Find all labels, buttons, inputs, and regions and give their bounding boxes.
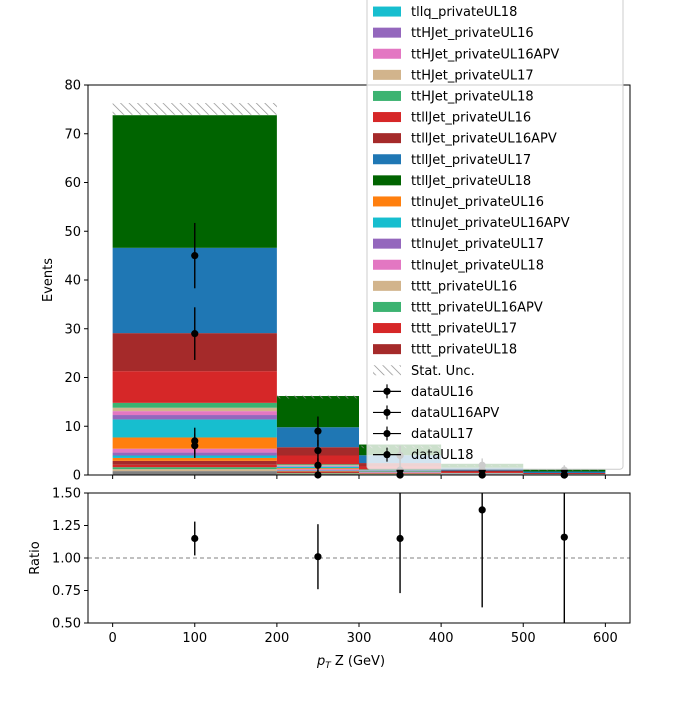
legend-label-0: tllq_privateUL18	[411, 5, 517, 20]
stack-bar-tttt-privateUL16APV-bin-0	[113, 467, 277, 469]
stack-bar-ttHJet-privateUL17-bin-0	[113, 408, 277, 411]
stack-bar-tttt-privateUL17-bin-0	[113, 465, 277, 467]
stack-bar-ttHJet-privateUL16APV-bin-0	[113, 411, 277, 415]
legend-label-7: ttllJet_privateUL17	[411, 153, 531, 168]
legend-label-2: ttHJet_privateUL16APV	[411, 47, 559, 62]
legend-marker-18	[383, 388, 390, 395]
legend-label-16: tttt_privateUL18	[411, 343, 517, 358]
legend-label-4: ttHJet_privateUL18	[411, 89, 534, 104]
ratio-ytick-label-2: 1.00	[52, 552, 81, 567]
ratio-point-0	[191, 535, 198, 542]
legend-swatch-8	[373, 175, 401, 185]
main-ytick-label-1: 10	[64, 420, 81, 435]
dataUL17-point-0	[191, 330, 198, 337]
stack-bar-ttllJet-privateUL16-bin-0	[113, 371, 277, 403]
ratio-xtick-label-2: 200	[264, 631, 289, 646]
ratio-xtick-label-4: 400	[429, 631, 454, 646]
legend-label-8: ttllJet_privateUL18	[411, 174, 531, 189]
ratio-point-3	[479, 506, 486, 513]
main-ytick-label-0: 0	[73, 469, 81, 484]
legend-swatch-13	[373, 281, 401, 291]
legend-label-1: ttHJet_privateUL16	[411, 26, 534, 41]
legend: tllq_privateUL18 ttHJet_privateUL16 ttHJet…	[367, 0, 623, 469]
legend-marker-21	[383, 451, 390, 458]
ratio-ytick-label-3: 1.25	[52, 519, 81, 534]
ratio-axes-frame	[88, 493, 630, 623]
legend-label-6: ttllJet_privateUL16APV	[411, 132, 557, 147]
ratio-ytick-label-4: 1.50	[52, 487, 81, 502]
legend-swatch-11	[373, 239, 401, 249]
ratio-xtick-label-3: 300	[347, 631, 372, 646]
stack-bar-tttt-privateUL18-bin-0	[113, 461, 277, 465]
legend-swatch-9	[373, 196, 401, 206]
main-ytick-label-6: 60	[64, 176, 81, 191]
legend-label-13: tttt_privateUL16	[411, 279, 517, 294]
legend-label-5: ttllJet_privateUL16	[411, 111, 531, 126]
stat-unc-band-bin-0	[113, 103, 277, 115]
legend-label-14: tttt_privateUL16APV	[411, 300, 543, 315]
legend-label-12: ttlnuJet_privateUL18	[411, 258, 544, 273]
main-ytick-label-7: 70	[64, 127, 81, 142]
legend-label-15: tttt_privateUL17	[411, 322, 517, 337]
legend-swatch-10	[373, 218, 401, 228]
stack-bar-other-backgrounds-unlabeled-below-legend--bin-0	[113, 471, 277, 475]
legend-swatch-1	[373, 28, 401, 38]
legend-marker-19	[383, 409, 390, 416]
legend-label-19: dataUL16APV	[411, 406, 499, 421]
legend-swatch-3	[373, 70, 401, 80]
legend-swatch-5	[373, 112, 401, 122]
stack-bar-ttHJet-privateUL16-bin-0	[113, 415, 277, 419]
dataUL18-point-1	[314, 428, 321, 435]
ratio-xtick-label-6: 600	[593, 631, 618, 646]
dataUL16APV-point-0	[191, 437, 198, 444]
legend-swatch-7	[373, 154, 401, 164]
legend-swatch-4	[373, 91, 401, 101]
legend-swatch-0	[373, 7, 401, 17]
legend-swatch-17	[373, 365, 401, 375]
legend-label-20: dataUL17	[411, 427, 474, 442]
ratio-ylabel: Ratio	[28, 541, 43, 574]
legend-label-10: ttlnuJet_privateUL16APV	[411, 216, 570, 231]
main-ylabel: Events	[41, 258, 56, 302]
legend-marker-20	[383, 430, 390, 437]
legend-swatch-14	[373, 302, 401, 312]
legend-swatch-6	[373, 133, 401, 143]
main-ytick-label-2: 20	[64, 371, 81, 386]
legend-swatch-15	[373, 323, 401, 333]
dataUL17-point-1	[314, 447, 321, 454]
ratio-point-2	[396, 535, 403, 542]
ratio-xtick-label-0: 0	[108, 631, 116, 646]
main-ytick-label-4: 40	[64, 274, 81, 289]
stat-unc-band-bin-1	[277, 396, 359, 399]
legend-label-9: ttlnuJet_privateUL16	[411, 195, 544, 210]
legend-label-3: ttHJet_privateUL17	[411, 68, 534, 83]
legend-label-11: ttlnuJet_privateUL17	[411, 237, 544, 252]
stack-bar-ttlnuJet-privateUL16-bin-0	[113, 458, 277, 461]
ratio-xtick-label-1: 100	[182, 631, 207, 646]
ratio-point-4	[561, 534, 568, 541]
legend-swatch-12	[373, 260, 401, 270]
ratio-ytick-label-1: 0.75	[52, 584, 81, 599]
legend-label-21: dataUL18	[411, 448, 474, 463]
main-ytick-label-8: 80	[64, 79, 81, 94]
dataUL18-point-0	[191, 252, 198, 259]
legend-swatch-2	[373, 49, 401, 59]
ratio-xlabel: pT Z (GeV)	[316, 654, 385, 671]
ratio-xtick-label-5: 500	[511, 631, 536, 646]
legend-label-18: dataUL16	[411, 385, 474, 400]
legend-label-17: Stat. Unc.	[411, 364, 475, 379]
main-ytick-label-3: 30	[64, 322, 81, 337]
ratio-ytick-label-0: 0.50	[52, 617, 81, 632]
dataUL16APV-point-1	[314, 462, 321, 469]
stack-bar-ttHJet-privateUL18-bin-0	[113, 403, 277, 408]
main-ytick-label-5: 50	[64, 225, 81, 240]
ratio-point-1	[314, 553, 321, 560]
stack-bar-tttt-privateUL16-bin-0	[113, 469, 277, 471]
legend-swatch-16	[373, 344, 401, 354]
